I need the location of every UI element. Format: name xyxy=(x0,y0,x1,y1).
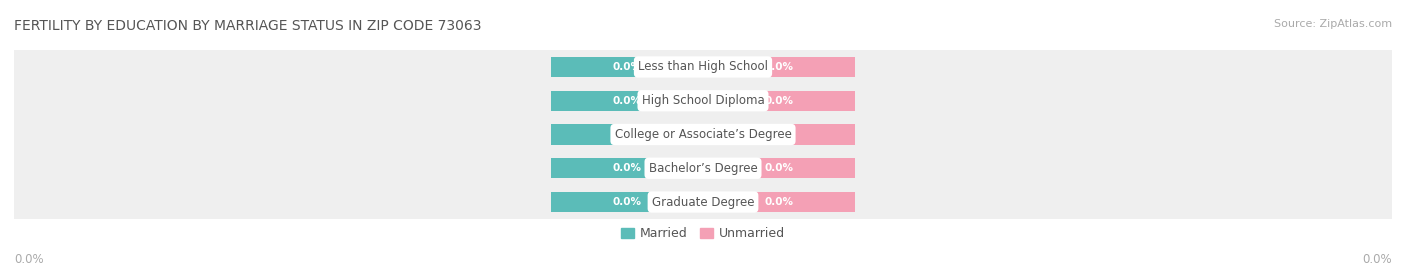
Text: High School Diploma: High School Diploma xyxy=(641,94,765,107)
Bar xyxy=(551,124,703,145)
Text: 0.0%: 0.0% xyxy=(765,129,793,140)
Legend: Married, Unmarried: Married, Unmarried xyxy=(616,222,790,245)
Bar xyxy=(703,91,855,111)
Text: 0.0%: 0.0% xyxy=(14,253,44,266)
Text: 0.0%: 0.0% xyxy=(613,163,641,173)
Bar xyxy=(703,158,855,178)
Text: 0.0%: 0.0% xyxy=(765,197,793,207)
Bar xyxy=(703,57,855,77)
Bar xyxy=(551,192,703,212)
Bar xyxy=(551,91,703,111)
Text: Less than High School: Less than High School xyxy=(638,61,768,73)
Bar xyxy=(14,185,1392,219)
Text: 0.0%: 0.0% xyxy=(613,129,641,140)
Bar xyxy=(14,84,1392,118)
Text: Graduate Degree: Graduate Degree xyxy=(652,196,754,208)
Text: 0.0%: 0.0% xyxy=(613,96,641,106)
Text: 0.0%: 0.0% xyxy=(765,96,793,106)
Bar xyxy=(14,50,1392,84)
Text: Source: ZipAtlas.com: Source: ZipAtlas.com xyxy=(1274,19,1392,29)
Text: 0.0%: 0.0% xyxy=(765,163,793,173)
Bar xyxy=(703,192,855,212)
Bar xyxy=(14,151,1392,185)
Text: 0.0%: 0.0% xyxy=(765,62,793,72)
Bar xyxy=(703,124,855,145)
Bar xyxy=(551,57,703,77)
Text: 0.0%: 0.0% xyxy=(1362,253,1392,266)
Text: Bachelor’s Degree: Bachelor’s Degree xyxy=(648,162,758,175)
Bar xyxy=(551,158,703,178)
Bar xyxy=(14,118,1392,151)
Text: College or Associate’s Degree: College or Associate’s Degree xyxy=(614,128,792,141)
Text: 0.0%: 0.0% xyxy=(613,197,641,207)
Text: FERTILITY BY EDUCATION BY MARRIAGE STATUS IN ZIP CODE 73063: FERTILITY BY EDUCATION BY MARRIAGE STATU… xyxy=(14,19,482,33)
Text: 0.0%: 0.0% xyxy=(613,62,641,72)
